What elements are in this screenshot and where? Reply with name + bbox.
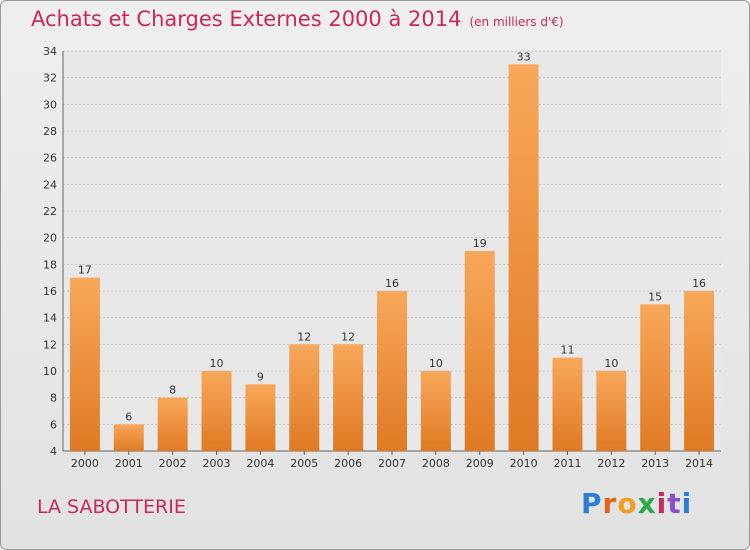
- bar: [552, 357, 583, 451]
- y-tick-label: 26: [43, 152, 57, 165]
- x-tick-label: 2012: [597, 457, 625, 470]
- y-tick-label: 20: [43, 232, 57, 245]
- y-tick-label: 32: [43, 72, 57, 85]
- bar: [69, 277, 100, 451]
- bar: [157, 397, 188, 451]
- logo-letter: o: [617, 487, 638, 520]
- y-tick-label: 34: [43, 45, 57, 58]
- bar: [596, 371, 627, 451]
- data-label: 10: [210, 357, 224, 370]
- bar: [333, 344, 364, 451]
- bar: [684, 291, 715, 451]
- y-tick-label: 30: [43, 98, 57, 111]
- x-tick-label: 2010: [510, 457, 538, 470]
- chart-subtitle: (en milliers d'€): [469, 15, 564, 29]
- bar: [420, 371, 451, 451]
- x-tick-label: 2002: [159, 457, 187, 470]
- logo-letter: i: [656, 487, 668, 520]
- y-tick-label: 6: [50, 418, 57, 431]
- x-tick-label: 2006: [334, 457, 362, 470]
- y-tick-label: 24: [43, 178, 57, 191]
- chart-title: Achats et Charges Externes 2000 à 2014 (e…: [31, 7, 564, 31]
- data-label: 33: [517, 50, 531, 63]
- logo-letter: t: [667, 487, 682, 520]
- x-tick-label: 2004: [246, 457, 274, 470]
- bar: [377, 291, 407, 451]
- x-tick-label: 2013: [641, 457, 669, 470]
- bar: [640, 304, 671, 451]
- x-tick-label: 2011: [553, 457, 581, 470]
- x-tick-label: 2008: [422, 457, 450, 470]
- bar: [201, 371, 232, 451]
- logo-letter: P: [581, 487, 603, 520]
- data-label: 12: [297, 330, 311, 343]
- data-label: 16: [692, 277, 706, 290]
- logo-letter: r: [602, 487, 618, 520]
- commune-name: LA SABOTTERIE: [37, 496, 186, 518]
- x-tick-label: 2005: [290, 457, 318, 470]
- logo-letter: i: [681, 487, 693, 520]
- y-tick-label: 4: [50, 445, 57, 458]
- chart-title-text: Achats et Charges Externes 2000 à 2014: [31, 7, 462, 31]
- y-tick-label: 18: [43, 258, 57, 271]
- y-tick-label: 16: [43, 285, 57, 298]
- data-label: 17: [78, 264, 92, 277]
- bar: [245, 384, 276, 451]
- data-label: 19: [473, 237, 487, 250]
- data-label: 10: [604, 357, 618, 370]
- x-tick-label: 2001: [115, 457, 143, 470]
- data-label: 9: [257, 370, 264, 383]
- bar: [464, 251, 495, 451]
- x-tick-label: 2009: [466, 457, 494, 470]
- data-label: 6: [125, 410, 132, 423]
- data-label: 11: [560, 344, 574, 357]
- y-tick-label: 22: [43, 205, 57, 218]
- bar: [289, 344, 320, 451]
- bar: [508, 64, 539, 452]
- x-tick-label: 2003: [203, 457, 231, 470]
- logo-letter: x: [637, 487, 657, 520]
- data-label: 12: [341, 330, 355, 343]
- x-tick-label: 2007: [378, 457, 406, 470]
- y-tick-label: 14: [43, 312, 57, 325]
- bar: [113, 424, 144, 451]
- y-tick-label: 8: [50, 392, 57, 405]
- data-label: 15: [648, 290, 662, 303]
- proxiti-logo[interactable]: Proxiti: [581, 487, 692, 520]
- y-tick-label: 12: [43, 338, 57, 351]
- x-tick-label: 2000: [71, 457, 99, 470]
- y-tick-label: 28: [43, 125, 57, 138]
- x-tick-label: 2014: [685, 457, 713, 470]
- data-label: 16: [385, 277, 399, 290]
- data-label: 10: [429, 357, 443, 370]
- y-tick-label: 10: [43, 365, 57, 378]
- data-label: 8: [169, 384, 176, 397]
